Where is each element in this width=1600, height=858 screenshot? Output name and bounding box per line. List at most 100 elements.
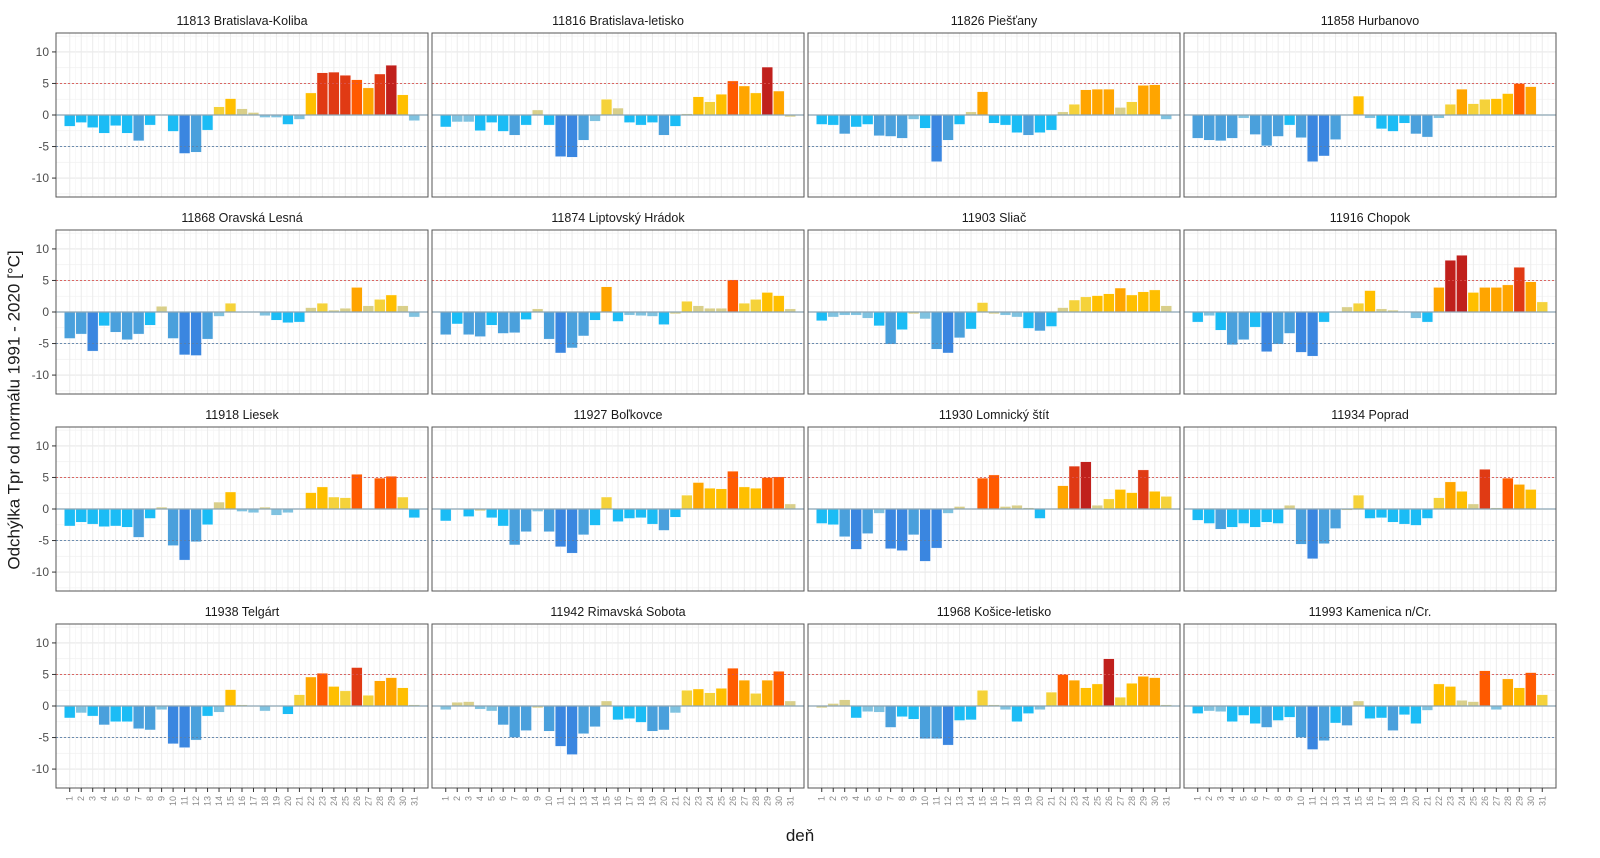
bar [600, 286, 613, 313]
bar [930, 114, 943, 162]
bar [1045, 114, 1058, 131]
bar [305, 307, 317, 313]
bar [1203, 114, 1215, 141]
bar [761, 679, 773, 707]
bar [1513, 484, 1525, 510]
bar [87, 508, 99, 525]
bar [566, 114, 578, 158]
bar [351, 287, 363, 313]
bar [474, 311, 486, 337]
bar [761, 292, 773, 313]
bar [1034, 311, 1046, 332]
bar [1103, 498, 1115, 510]
y-tick-label: -10 [32, 762, 50, 776]
bar [727, 279, 739, 313]
y-tick-label: 5 [42, 273, 49, 287]
bar [635, 114, 647, 126]
x-tick-label: 4 [99, 796, 109, 801]
panel-title: 11993 Kamenica n/Cr. [1309, 605, 1432, 619]
x-tick-label: 25 [340, 796, 350, 806]
x-tick-label: 3 [1216, 796, 1226, 801]
bar [658, 508, 670, 531]
bar [784, 503, 796, 510]
bar [1215, 705, 1227, 712]
bar [1318, 508, 1330, 544]
bar [612, 705, 624, 721]
x-tick-label: 30 [1526, 796, 1536, 806]
x-tick-label: 18 [260, 796, 270, 806]
x-tick-label: 25 [1092, 796, 1102, 806]
bar [1249, 311, 1261, 328]
x-tick-label: 7 [1262, 796, 1272, 801]
x-tick-label: 9 [909, 796, 919, 801]
x-tick-label: 30 [398, 796, 408, 806]
bar [999, 114, 1012, 126]
bar [1226, 114, 1238, 139]
bar [351, 79, 363, 116]
bar [976, 477, 989, 510]
x-tick-label: 4 [475, 796, 485, 801]
bar [862, 508, 874, 534]
x-tick-label: 24 [329, 796, 339, 806]
x-tick-label: 8 [521, 796, 531, 801]
bar [1502, 678, 1514, 707]
bar [167, 311, 179, 339]
bar [1467, 103, 1479, 116]
bar [316, 72, 328, 116]
bar [133, 508, 145, 538]
y-tick-label: -5 [38, 534, 49, 548]
bar [133, 311, 145, 335]
bar [110, 311, 122, 333]
bar [190, 705, 202, 741]
bar [589, 311, 601, 321]
bar [1203, 705, 1215, 712]
bar [1479, 287, 1491, 313]
x-tick-label: 23 [1445, 796, 1455, 806]
x-tick-label: 31 [409, 796, 419, 806]
bar [1306, 114, 1319, 162]
x-tick-label: 23 [317, 796, 327, 806]
bar [1284, 705, 1296, 718]
bar [282, 705, 294, 715]
x-tick-label: 3 [840, 796, 850, 801]
y-tick-label: -10 [32, 368, 50, 382]
y-axis-label: Odchýlka Tpr od normálu 1991 - 2020 [°C] [5, 250, 25, 570]
panel: 11934 Poprad [1183, 408, 1557, 592]
x-tick-label: 7 [886, 796, 896, 801]
panel-border [431, 229, 805, 395]
bar [87, 311, 99, 352]
bar [839, 699, 851, 707]
bar [1091, 88, 1103, 116]
bar [577, 311, 590, 337]
bar [1057, 485, 1069, 510]
bar [1525, 672, 1537, 707]
panel: 11826 Piešťany [807, 14, 1181, 198]
bar [738, 85, 750, 116]
bar [850, 508, 862, 550]
x-tick-label: 9 [1285, 796, 1295, 801]
bar [1068, 679, 1080, 707]
panel-title: 11813 Bratislava-Koliba [176, 14, 307, 28]
bar [1502, 477, 1514, 510]
bar [1364, 508, 1376, 519]
bar [623, 705, 636, 719]
x-tick-label: 14 [966, 796, 976, 806]
x-tick-label: 22 [1058, 796, 1068, 806]
bar [1022, 114, 1035, 136]
x-tick-label: 8 [897, 796, 907, 801]
bar [397, 496, 409, 510]
bar [930, 705, 943, 739]
x-tick-label: 13 [579, 796, 589, 806]
bar [316, 673, 328, 707]
bar [509, 114, 521, 136]
bar [1272, 311, 1284, 345]
x-tick-label: 13 [203, 796, 213, 806]
bar [201, 114, 214, 131]
bar [612, 107, 624, 116]
bar [1114, 107, 1126, 116]
y-tick-label: -5 [38, 731, 49, 745]
panel: 11816 Bratislava-letisko [431, 14, 805, 198]
bar [213, 501, 225, 510]
bar [850, 114, 862, 128]
x-tick-label: 27 [1491, 796, 1501, 806]
